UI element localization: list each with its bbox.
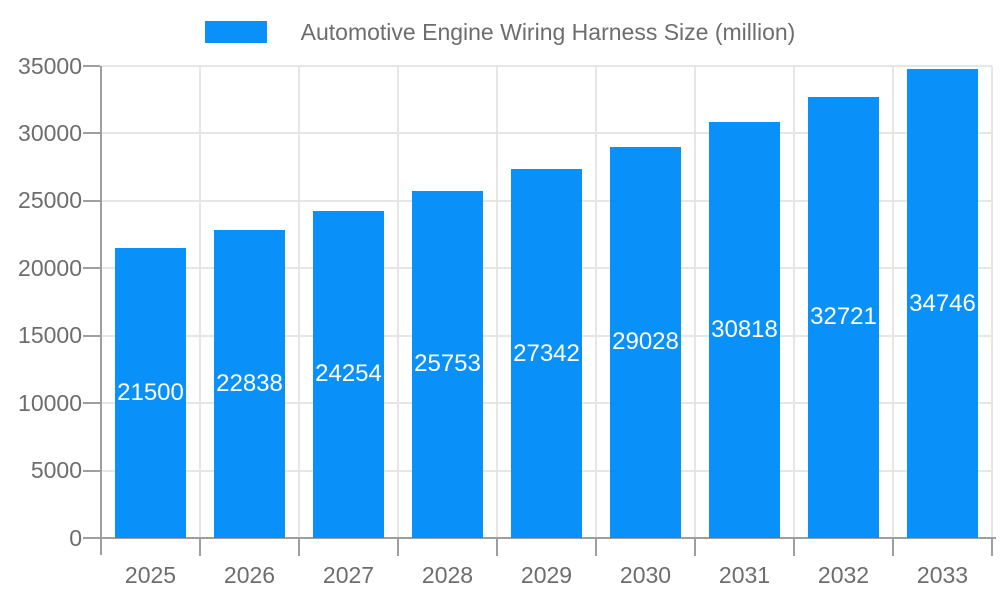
x-tick-label: 2031 (718, 562, 771, 588)
y-axis-tick (83, 199, 100, 202)
x-tick-label: 2027 (322, 562, 375, 588)
bar-value-label: 24254 (315, 360, 382, 388)
vertical-gridline (397, 66, 399, 538)
bar-2027[interactable]: 24254 (313, 210, 384, 538)
y-tick-label: 35000 (18, 52, 82, 79)
x-tick-label: 2033 (916, 562, 969, 588)
y-tick-label: 30000 (18, 119, 82, 146)
legend[interactable]: Automotive Engine Wiring Harness Size (m… (0, 16, 1000, 48)
y-tick-label: 20000 (18, 254, 82, 281)
bar-2031[interactable]: 30818 (709, 122, 780, 538)
x-axis-tick (793, 539, 795, 556)
x-axis-tick (892, 539, 894, 556)
x-axis-tick (991, 539, 993, 556)
horizontal-gridline (101, 132, 992, 135)
x-axis-tick (595, 539, 597, 556)
bar-2032[interactable]: 32721 (808, 96, 879, 538)
bar-2033[interactable]: 34746 (907, 69, 978, 538)
y-axis-tick (83, 65, 100, 67)
bar-2028[interactable]: 25753 (412, 190, 483, 538)
bar-2025[interactable]: 21500 (115, 248, 186, 538)
vertical-gridline (991, 66, 993, 538)
bar-2026[interactable]: 22838 (214, 230, 285, 538)
x-axis-tick (397, 539, 399, 556)
bar-value-label: 32721 (810, 303, 877, 331)
x-tick-label: 2025 (124, 562, 177, 588)
vertical-gridline (298, 66, 300, 538)
y-axis-tick (83, 267, 100, 270)
y-axis-tick (83, 402, 100, 405)
bar-2029[interactable]: 27342 (511, 169, 582, 538)
y-tick-label: 10000 (18, 389, 82, 416)
bar-value-label: 29028 (612, 328, 679, 356)
x-tick-label: 2030 (619, 562, 672, 588)
y-tick-label: 0 (69, 524, 82, 551)
legend-label: Automotive Engine Wiring Harness Size (m… (300, 18, 796, 45)
y-axis-tick (83, 469, 100, 472)
y-axis-line (100, 66, 102, 555)
x-tick-label: 2032 (817, 562, 870, 588)
vertical-gridline (496, 66, 498, 538)
bar-2030[interactable]: 29028 (610, 146, 681, 538)
y-tick-label: 25000 (18, 187, 82, 214)
vertical-gridline (793, 66, 795, 538)
x-tick-label: 2026 (223, 562, 276, 588)
bar-value-label: 34746 (909, 289, 976, 317)
vertical-gridline (694, 66, 696, 538)
x-axis-tick (496, 539, 498, 556)
y-axis-tick (83, 334, 100, 337)
plot-area: 0 5000 10000 15000 20000 25000 30000 35000 21500… (18, 54, 996, 587)
vertical-gridline (595, 66, 597, 538)
x-axis-tick (298, 539, 300, 556)
y-axis-tick (83, 132, 100, 135)
legend-swatch-icon (204, 21, 267, 43)
vertical-gridline (892, 66, 894, 538)
vertical-gridline (199, 66, 201, 538)
bar-value-label: 22838 (216, 370, 283, 397)
bar-value-label: 27342 (513, 339, 580, 367)
x-axis-tick (694, 539, 696, 556)
bar-value-label: 25753 (414, 350, 481, 378)
bar-value-label: 21500 (117, 379, 184, 407)
horizontal-gridline (101, 65, 992, 67)
y-tick-label: 5000 (30, 457, 82, 484)
y-tick-label: 15000 (18, 322, 82, 349)
x-tick-label: 2029 (520, 562, 573, 588)
bar-value-label: 30818 (711, 316, 778, 344)
x-axis-tick (199, 539, 201, 556)
x-tick-label: 2028 (421, 562, 474, 588)
x-axis-line (83, 537, 996, 539)
